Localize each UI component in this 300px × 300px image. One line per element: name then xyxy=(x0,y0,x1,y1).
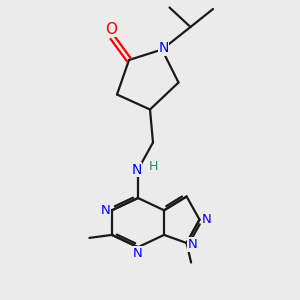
Text: N: N xyxy=(100,204,110,217)
Text: H: H xyxy=(149,160,158,173)
Text: N: N xyxy=(202,213,212,226)
Text: N: N xyxy=(131,163,142,176)
Text: O: O xyxy=(105,22,117,37)
Text: N: N xyxy=(158,41,169,55)
Text: N: N xyxy=(188,238,197,251)
Text: N: N xyxy=(133,247,143,260)
